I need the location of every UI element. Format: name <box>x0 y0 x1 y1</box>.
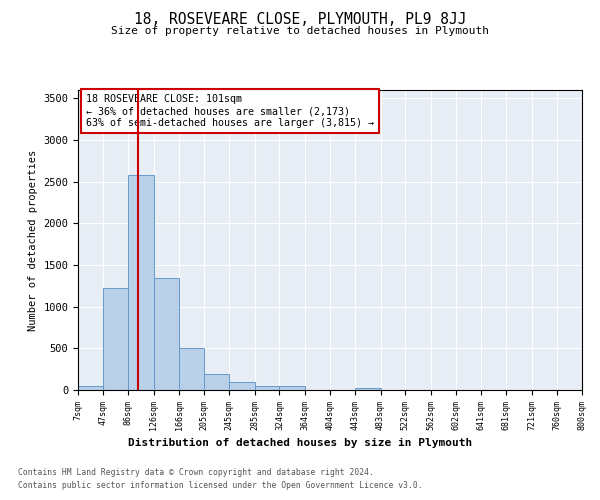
Bar <box>280 386 305 390</box>
Bar <box>154 278 179 390</box>
Bar <box>355 388 380 390</box>
Bar <box>128 175 154 390</box>
Text: Contains public sector information licensed under the Open Government Licence v3: Contains public sector information licen… <box>18 480 422 490</box>
Text: 18, ROSEVEARE CLOSE, PLYMOUTH, PL9 8JJ: 18, ROSEVEARE CLOSE, PLYMOUTH, PL9 8JJ <box>134 12 466 28</box>
Text: Distribution of detached houses by size in Plymouth: Distribution of detached houses by size … <box>128 438 472 448</box>
Bar <box>103 288 128 390</box>
Bar <box>229 382 254 390</box>
Bar <box>78 386 103 390</box>
Bar <box>179 348 204 390</box>
Text: Size of property relative to detached houses in Plymouth: Size of property relative to detached ho… <box>111 26 489 36</box>
Bar <box>254 386 280 390</box>
Y-axis label: Number of detached properties: Number of detached properties <box>28 150 38 330</box>
Text: 18 ROSEVEARE CLOSE: 101sqm
← 36% of detached houses are smaller (2,173)
63% of s: 18 ROSEVEARE CLOSE: 101sqm ← 36% of deta… <box>86 94 374 128</box>
Text: Contains HM Land Registry data © Crown copyright and database right 2024.: Contains HM Land Registry data © Crown c… <box>18 468 374 477</box>
Bar <box>204 374 229 390</box>
